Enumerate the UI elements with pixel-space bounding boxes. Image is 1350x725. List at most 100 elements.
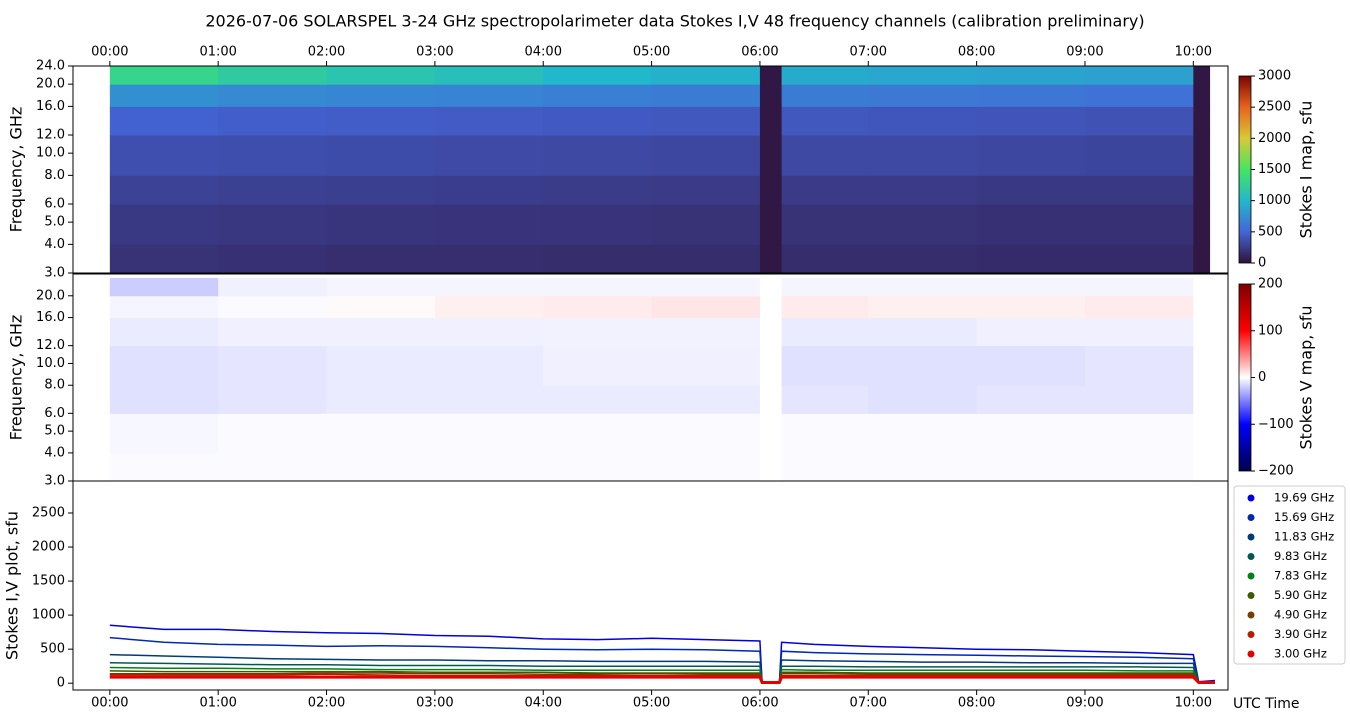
heatmap-cell <box>651 413 761 454</box>
heatmap-cell <box>218 244 328 274</box>
heatmap-cell <box>326 135 436 176</box>
heatmap-cell <box>434 277 544 297</box>
y-tick-label: 8.0 <box>44 168 65 183</box>
heatmap-cell <box>218 317 328 347</box>
heatmap-cell <box>651 295 761 319</box>
y-tick-label: 2500 <box>32 505 65 520</box>
x-tick-label: 03:00 <box>416 696 453 711</box>
heatmap-cell <box>781 84 869 107</box>
heatmap-cell <box>1193 295 1211 319</box>
heatmap-cell <box>976 66 1086 85</box>
heatmap-cell <box>434 345 544 386</box>
heatmap-cell <box>434 452 544 482</box>
heatmap-cell <box>759 345 783 386</box>
heatmap-cell <box>109 135 219 176</box>
x-tick-label: 08:00 <box>958 45 995 60</box>
heatmap-cell <box>759 452 783 482</box>
heatmap-cell <box>1084 452 1194 482</box>
y-axis-label: Frequency, GHz <box>7 315 26 441</box>
heatmap-cell <box>109 277 219 297</box>
y-tick-label: 6.0 <box>44 406 65 421</box>
heatmap-cell <box>218 175 328 205</box>
heatmap-cell <box>543 295 653 319</box>
x-tick-label: 02:00 <box>308 45 345 60</box>
heatmap-cell <box>651 452 761 482</box>
y-axis-label: Frequency, GHz <box>7 107 26 233</box>
x-tick-label: 08:00 <box>958 696 995 711</box>
heatmap-cell <box>1084 295 1194 319</box>
heatmap-cell <box>781 66 869 85</box>
legend-label: 5.90 GHz <box>1274 588 1327 602</box>
heatmap-cell <box>759 295 783 319</box>
heatmap-cell <box>326 277 436 297</box>
heatmap-cell <box>543 317 653 347</box>
heatmap-cell <box>976 84 1086 107</box>
y-tick-label: 12.0 <box>36 128 65 143</box>
heatmap-cell <box>434 204 544 245</box>
heatmap-cell <box>109 66 219 85</box>
heatmap-cell <box>976 175 1086 205</box>
heatmap-cell <box>326 452 436 482</box>
heatmap-cell <box>651 244 761 274</box>
heatmap-cell <box>868 317 978 347</box>
x-tick-label: 09:00 <box>1066 45 1103 60</box>
y-tick-label: 16.0 <box>36 310 65 325</box>
y-tick-label: 4.0 <box>44 445 65 460</box>
y-tick-label: 24.0 <box>36 59 65 74</box>
y-tick-label: 5.0 <box>44 424 65 439</box>
heatmap-cell <box>1193 452 1211 482</box>
heatmap-cell <box>976 317 1086 347</box>
legend-marker <box>1247 650 1255 658</box>
heatmap-cell <box>543 385 653 414</box>
chart-title: 2026-07-06 SOLARSPEL 3-24 GHz spectropol… <box>205 12 1144 31</box>
heatmap-cell <box>781 452 869 482</box>
heatmap-cell <box>976 135 1086 176</box>
heatmap-cell <box>759 317 783 347</box>
heatmap-cell <box>976 345 1086 386</box>
x-tick-label: 06:00 <box>741 696 778 711</box>
heatmap-cell <box>651 345 761 386</box>
heatmap-cell <box>868 277 978 297</box>
x-tick-label: 03:00 <box>416 45 453 60</box>
legend-marker <box>1247 553 1255 560</box>
heatmap-cell <box>434 84 544 107</box>
heatmap-cell <box>326 385 436 414</box>
colorbar <box>1238 75 1252 264</box>
heatmap-cell <box>218 277 328 297</box>
heatmap-cell <box>1193 106 1211 136</box>
heatmap-cell <box>976 106 1086 136</box>
x-tick-label: 00:00 <box>91 696 128 711</box>
y-tick-label: 3.0 <box>44 266 65 281</box>
heatmap-cell <box>218 84 328 107</box>
heatmap-cell <box>1084 244 1194 274</box>
heatmap-cell <box>326 295 436 319</box>
colorbar-tick-label: 1000 <box>1258 193 1291 208</box>
colorbar-tick-label: −200 <box>1258 464 1294 479</box>
y-tick-label: 10.0 <box>36 146 65 161</box>
heatmap-cell <box>543 175 653 205</box>
legend-marker <box>1247 494 1255 502</box>
legend-marker <box>1247 592 1255 599</box>
heatmap-cell <box>976 452 1086 482</box>
colorbar <box>1238 283 1252 472</box>
heatmap-cell <box>781 413 869 454</box>
heatmap-cell <box>976 204 1086 245</box>
heatmap-cell <box>109 106 219 136</box>
heatmap-cell <box>434 175 544 205</box>
heatmap-cell <box>976 277 1086 297</box>
heatmap-cell <box>868 345 978 386</box>
heatmap-cell <box>1193 413 1211 454</box>
heatmap-cell <box>1193 66 1211 85</box>
x-tick-label: 06:00 <box>741 45 778 60</box>
heatmap-cell <box>781 244 869 274</box>
x-tick-label: 10:00 <box>1175 45 1212 60</box>
heatmap-cell <box>759 413 783 454</box>
heatmap-cell <box>1084 84 1194 107</box>
heatmap-cell <box>759 277 783 297</box>
legend-marker <box>1247 533 1255 541</box>
heatmap-cell <box>109 295 219 319</box>
heatmap-cell <box>1084 135 1194 176</box>
legend-label: 11.83 GHz <box>1274 530 1334 544</box>
heatmap-cell <box>651 135 761 176</box>
heatmap-cell <box>781 295 869 319</box>
